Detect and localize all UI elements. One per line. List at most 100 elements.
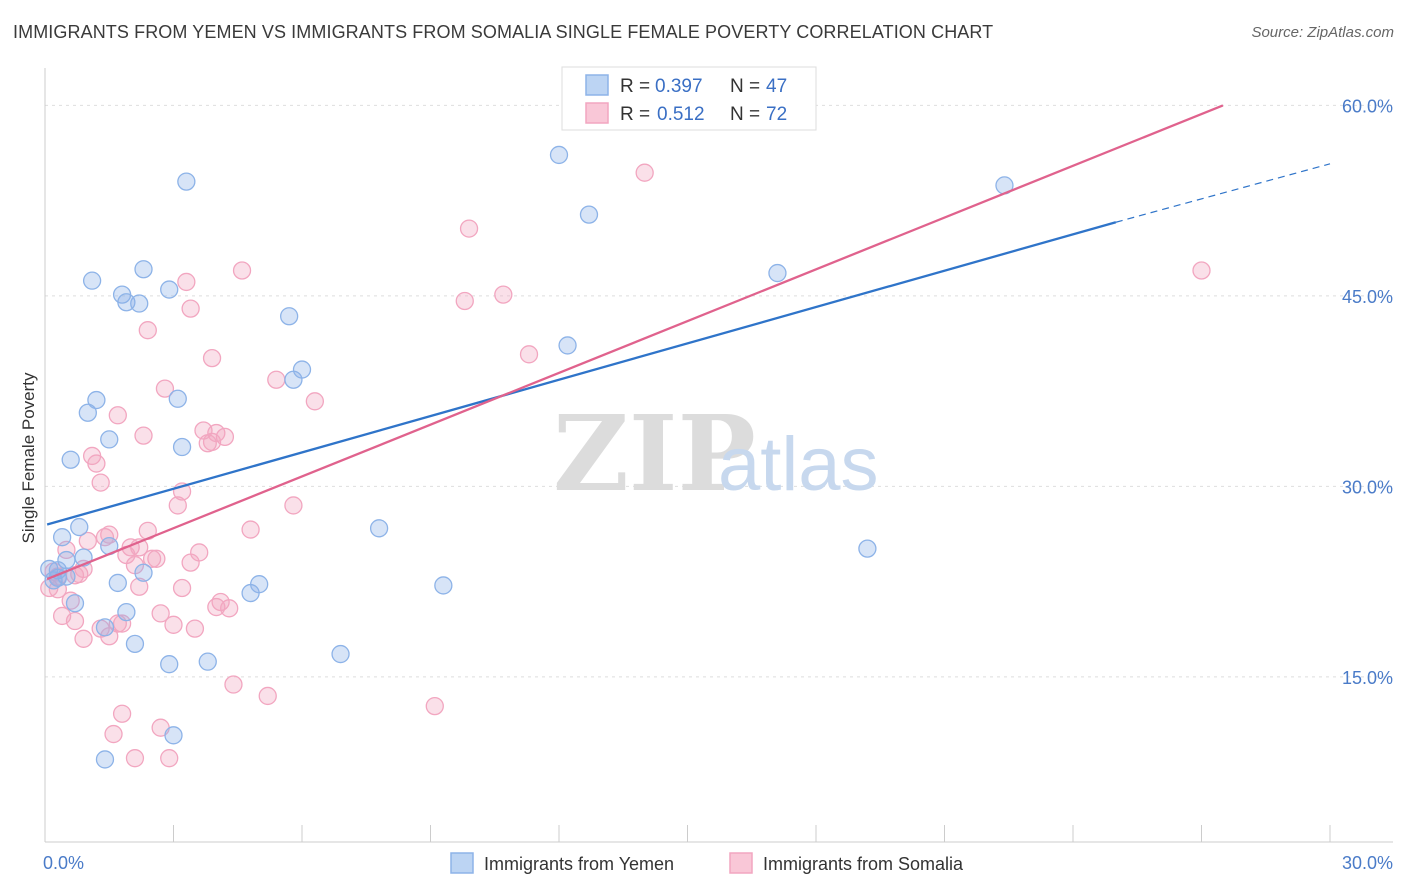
data-point <box>279 307 299 326</box>
data-point <box>185 619 205 638</box>
data-point <box>455 291 474 311</box>
trend-line-extension <box>1115 163 1331 223</box>
data-point <box>155 379 175 398</box>
trend-lines <box>46 104 1331 581</box>
data-point <box>164 615 183 634</box>
data-point <box>220 599 239 618</box>
y-tick-label: 60.0% <box>1342 96 1393 116</box>
data-point <box>112 614 132 633</box>
data-point <box>100 430 119 449</box>
chart-title: IMMIGRANTS FROM YEMEN VS IMMIGRANTS FROM… <box>13 22 994 42</box>
data-point <box>147 549 166 568</box>
data-point <box>160 655 179 674</box>
data-point <box>494 285 513 304</box>
data-point <box>267 370 286 389</box>
data-point <box>177 272 196 292</box>
legend-swatch-somalia <box>585 102 609 124</box>
data-point <box>138 321 157 340</box>
series-legend-swatch-yemen <box>450 852 474 874</box>
data-point <box>168 389 187 408</box>
data-point <box>91 473 110 492</box>
data-point <box>164 726 183 745</box>
legend-n-value-yemen: 47 <box>766 76 787 97</box>
trend-line <box>46 104 1224 581</box>
data-point <box>160 280 179 299</box>
y-tick-label: 30.0% <box>1342 477 1393 497</box>
legend-swatch-yemen <box>585 74 609 96</box>
data-point <box>425 696 444 716</box>
data-point <box>61 450 80 469</box>
x-tick-label-min: 0.0% <box>43 853 84 873</box>
data-point <box>558 336 577 355</box>
data-point <box>87 390 106 410</box>
series-legend-swatch-somalia <box>729 852 753 874</box>
data-point <box>95 750 115 769</box>
data-point <box>142 549 162 568</box>
data-point <box>369 519 389 538</box>
series-legend-label-yemen: Immigrants from Yemen <box>484 854 674 874</box>
data-point <box>202 432 222 452</box>
series-legend-label-somalia: Immigrants from Somalia <box>763 854 964 874</box>
data-point <box>579 205 599 224</box>
series-legend: Immigrants from Yemen Immigrants from So… <box>450 852 964 874</box>
data-point <box>224 675 243 694</box>
data-point <box>768 263 787 283</box>
data-point <box>250 575 269 594</box>
data-point <box>858 539 877 558</box>
data-point <box>108 406 127 425</box>
data-point <box>284 496 303 515</box>
data-point <box>519 345 539 364</box>
data-point <box>87 454 106 473</box>
trend-line <box>46 221 1117 526</box>
legend-n-value-somalia: 72 <box>766 104 787 125</box>
data-point <box>168 496 187 515</box>
data-point <box>70 517 89 537</box>
data-point <box>172 578 192 598</box>
data-point <box>181 553 200 572</box>
data-point <box>635 163 654 182</box>
chart-source: Source: ZipAtlas.com <box>1251 24 1394 41</box>
legend-n-label-yemen: N = <box>730 76 760 97</box>
legend-n-label-somalia: N = <box>730 104 760 125</box>
legend-r-value-yemen: 0.397 <box>655 76 703 97</box>
data-point <box>202 348 222 368</box>
y-tick-label: 45.0% <box>1342 287 1393 307</box>
data-point <box>82 271 102 290</box>
data-point <box>112 704 132 723</box>
data-point <box>241 520 260 539</box>
data-point <box>52 528 72 547</box>
data-point <box>65 611 85 631</box>
watermark-zip: ZIP <box>553 392 756 515</box>
data-points <box>40 145 1211 769</box>
data-point <box>125 749 145 768</box>
data-point <box>198 652 217 671</box>
data-point <box>104 724 123 744</box>
data-point <box>331 644 350 664</box>
data-point <box>134 260 153 279</box>
x-tick-label-max: 30.0% <box>1342 853 1393 873</box>
y-axis-label: Single Female Poverty <box>19 372 38 544</box>
stats-legend: R = 0.397 N = 47 R = 0.512 N = 72 <box>561 66 817 131</box>
axes <box>44 68 1393 843</box>
legend-r-label-somalia: R = <box>620 104 650 125</box>
data-point <box>65 594 85 613</box>
data-point <box>181 299 200 318</box>
data-point <box>125 634 145 654</box>
data-point <box>172 437 192 457</box>
data-point <box>134 426 153 445</box>
data-point <box>1192 261 1211 280</box>
data-point <box>134 563 153 582</box>
data-point <box>160 749 179 768</box>
data-point <box>108 573 127 593</box>
data-point <box>78 403 97 422</box>
data-point <box>130 577 149 596</box>
data-point <box>177 172 196 191</box>
data-point <box>74 629 93 648</box>
data-point <box>549 145 569 165</box>
data-point <box>117 602 136 622</box>
y-tick-labels: 15.0% 30.0% 45.0% 60.0% <box>1342 96 1393 688</box>
data-point <box>459 219 479 238</box>
data-point <box>207 423 226 443</box>
data-point <box>434 576 453 595</box>
data-point <box>232 261 252 280</box>
